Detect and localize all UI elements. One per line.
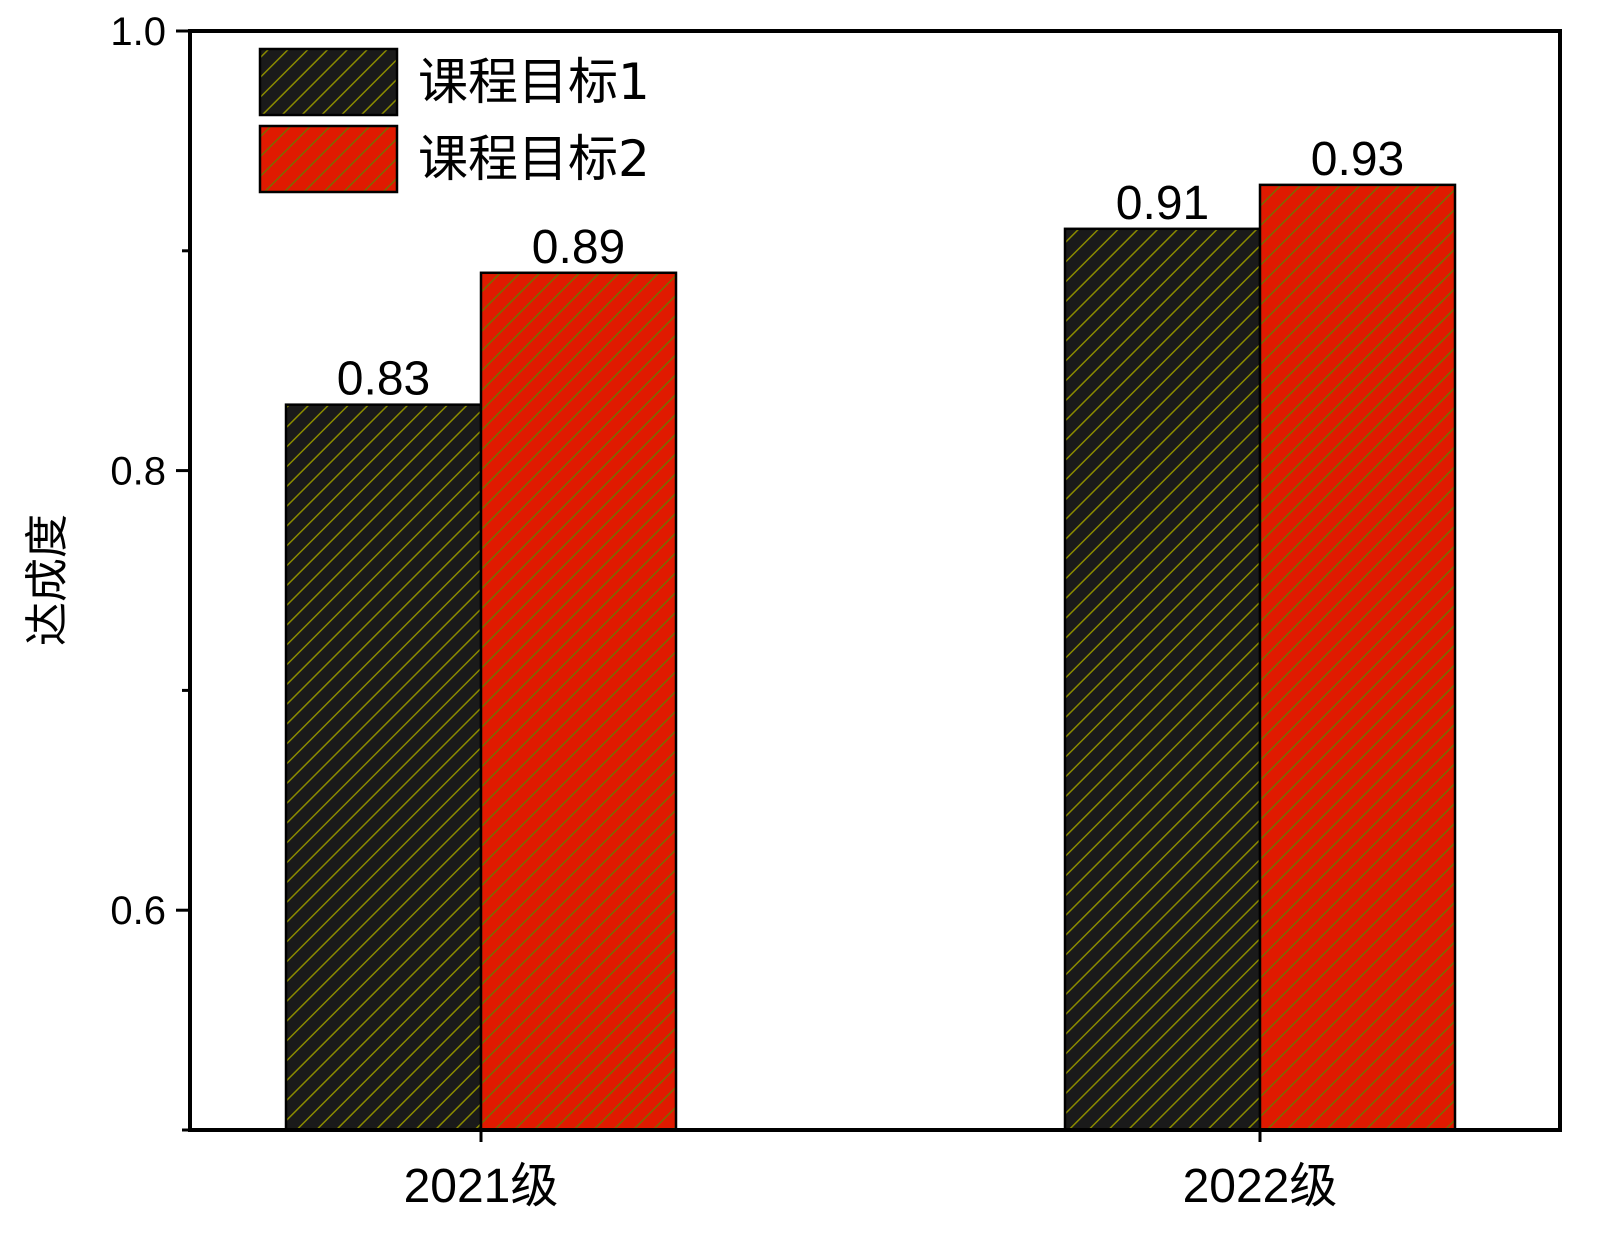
data-label: 0.89 bbox=[532, 221, 625, 274]
y-tick-label: 0.6 bbox=[110, 889, 166, 933]
data-label: 0.93 bbox=[1311, 133, 1404, 186]
y-axis-title: 达成度 bbox=[22, 514, 73, 646]
bar-2022级-series-2 bbox=[1258, 183, 1457, 1132]
bar-2022级-series-1 bbox=[1063, 227, 1262, 1132]
plot-frame bbox=[188, 29, 1562, 1132]
data-label: 0.83 bbox=[337, 353, 430, 406]
data-label: 0.91 bbox=[1116, 177, 1209, 230]
bar-2021级-series-2 bbox=[479, 271, 678, 1132]
legend-swatch-series-1 bbox=[258, 47, 399, 117]
y-tick-label: 0.8 bbox=[110, 450, 166, 494]
legend-label: 课程目标2 bbox=[418, 130, 650, 188]
x-category-label: 2022级 bbox=[1183, 1160, 1338, 1213]
y-tick-label: 1.0 bbox=[110, 10, 166, 54]
legend-swatch-series-2 bbox=[258, 124, 399, 194]
bar-2021级-series-1 bbox=[284, 403, 483, 1132]
x-category-label: 2021级 bbox=[404, 1160, 559, 1213]
legend-label: 课程目标1 bbox=[418, 53, 650, 111]
